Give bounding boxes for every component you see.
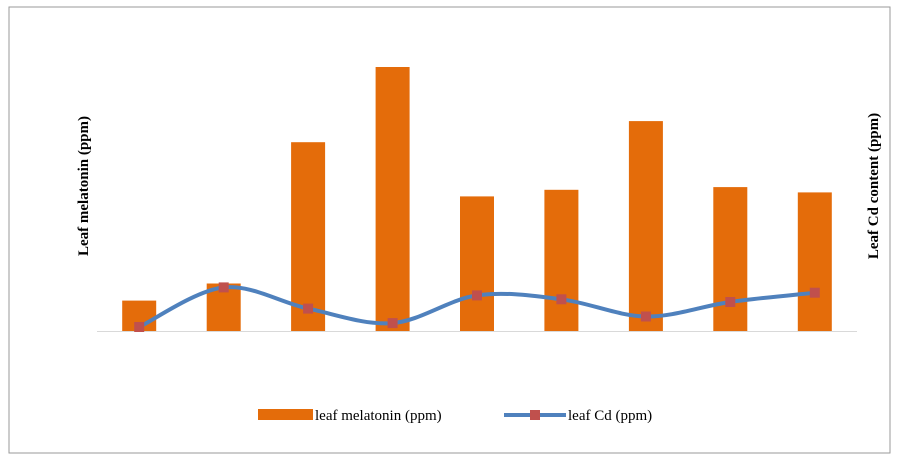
- bar-series-leaf-melatonin: [122, 67, 832, 331]
- bar-3: [291, 142, 326, 331]
- bar-8: [713, 187, 748, 331]
- cd-point-6: [556, 294, 567, 305]
- bar-5: [460, 196, 494, 331]
- bar-9: [797, 192, 832, 331]
- chart-frame: [8, 6, 891, 454]
- bar-7: [628, 121, 663, 331]
- cd-point-7: [640, 311, 651, 322]
- cd-point-2: [218, 282, 229, 293]
- y2-axis-title: Leaf Cd content (ppm): [866, 113, 882, 259]
- bar-4: [375, 67, 410, 331]
- legend-label-melatonin: leaf melatonin (ppm): [315, 408, 442, 424]
- cd-point-4: [387, 318, 398, 329]
- legend-swatch-melatonin: [258, 409, 313, 420]
- cd-point-8: [725, 297, 736, 307]
- line-series-leaf-cd: [134, 282, 820, 332]
- legend-swatch-cd-marker: [530, 410, 540, 420]
- cd-point-3: [303, 303, 314, 314]
- cd-point-5: [472, 290, 482, 301]
- cd-point-1: [134, 322, 145, 332]
- y-axis-title: Leaf melatonin (ppm): [76, 116, 92, 256]
- cd-point-9: [809, 287, 820, 298]
- legend-label-cd: leaf Cd (ppm): [568, 408, 652, 424]
- bar-6: [544, 189, 579, 331]
- legend: leaf melatonin (ppm) leaf Cd (ppm): [258, 408, 652, 424]
